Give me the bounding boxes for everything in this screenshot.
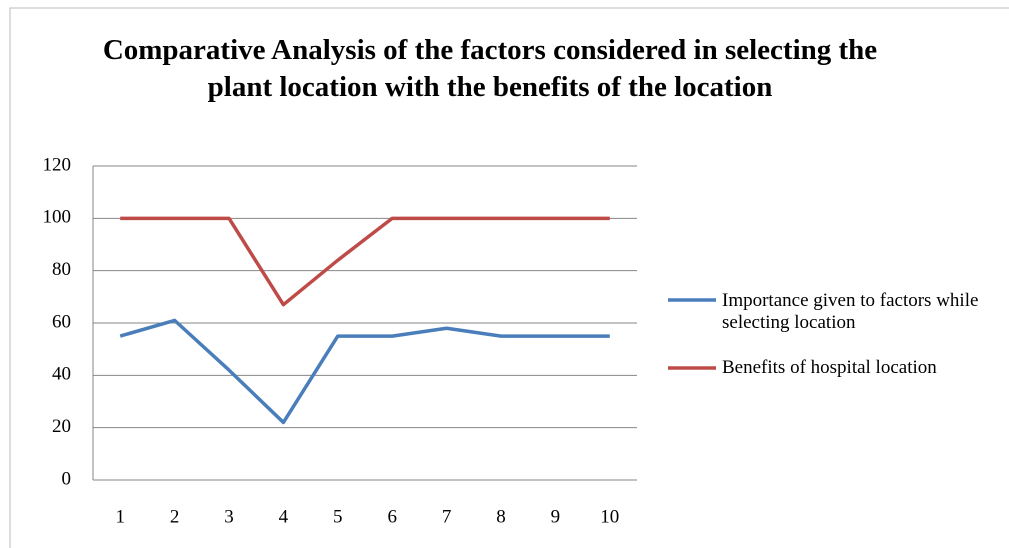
x-tick-label: 8 [496, 506, 506, 527]
chart-title: Comparative Analysis of the factors cons… [102, 34, 878, 103]
y-tick-label: 20 [52, 416, 71, 437]
frame [9, 7, 1009, 548]
x-tick-label: 4 [279, 506, 289, 527]
x-tick-label: 6 [387, 506, 397, 527]
x-tick-label: 1 [115, 506, 125, 527]
y-tick-label: 80 [52, 259, 71, 280]
series-line [119, 318, 610, 425]
series-line [120, 216, 610, 307]
y-tick-label: 0 [62, 468, 72, 489]
y-tick-label: 120 [43, 154, 72, 175]
legend-label: Importance given to factors while select… [722, 290, 979, 333]
y-tick-label: 60 [52, 311, 71, 332]
x-tick-label: 3 [224, 506, 234, 527]
y-tick-label: 100 [43, 207, 72, 228]
x-tick-label: 9 [551, 506, 561, 527]
x-tick-label: 5 [333, 506, 343, 527]
y-tick-label: 40 [52, 364, 71, 385]
x-tick-label: 2 [170, 506, 180, 527]
legend-label: Benefits of hospital location [722, 357, 937, 378]
x-tick-label: 7 [442, 506, 452, 527]
x-tick-label: 10 [600, 506, 619, 527]
